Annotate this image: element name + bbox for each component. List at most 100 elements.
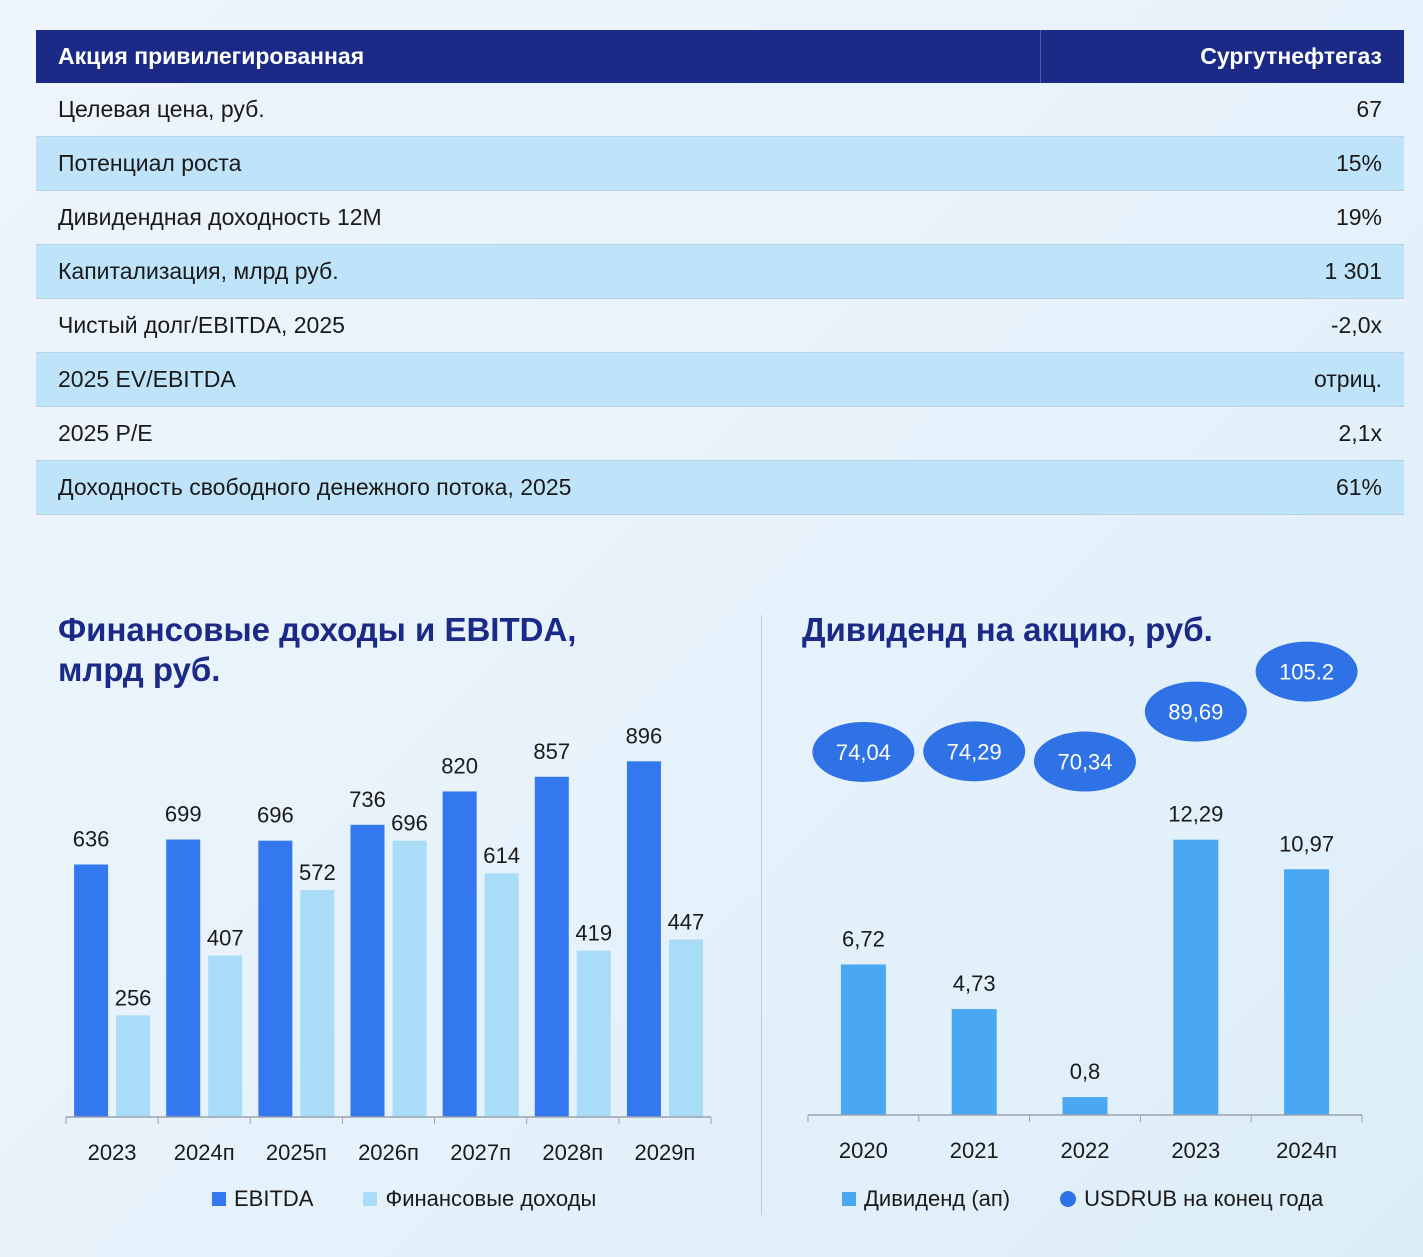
row-value: 2,1x [1338,420,1382,446]
fin-income-bar [300,889,335,1117]
dividend-bar [1173,839,1219,1115]
x-tick-label: 2023 [1171,1138,1220,1163]
legend-swatch-ebitda [212,1192,226,1206]
legend-label-usdrub: USDRUB на конец года [1084,1186,1324,1211]
table-row: Целевая цена, руб. 67 [36,83,1404,137]
x-tick-label: 2020 [839,1138,888,1163]
ebitda-data-label: 896 [626,723,663,748]
x-tick-label: 2024п [1276,1138,1337,1163]
row-value: -2,0x [1330,312,1382,338]
chart2-title: Дивиденд на акцию, руб. [802,611,1213,648]
table-header: Акция привилегированная Сургутнефтегаз [36,30,1404,83]
chart1-title-line1: Финансовые доходы и EBITDA, [58,611,577,648]
chart-divider [761,615,762,1215]
dividend-data-label: 12,29 [1168,802,1223,827]
usdrub-data-label: 105.2 [1279,660,1334,685]
table-row: Капитализация, млрд руб. 1 301 [36,245,1404,299]
ebitda-bar [74,864,109,1117]
fin-income-data-label: 447 [668,910,705,935]
header-company: Сургутнефтегаз [1200,43,1382,69]
row-value: 1 301 [1324,258,1382,284]
metrics-table: Акция привилегированная Сургутнефтегаз Ц… [36,30,1404,515]
x-tick-label: 2023 [88,1140,137,1165]
fin-income-bar [116,1015,151,1117]
table-row: Дивидендная доходность 12М 19% [36,191,1404,245]
x-tick-label: 2027п [450,1140,511,1165]
fin-income-bar [208,955,243,1117]
usdrub-data-label: 89,69 [1168,700,1223,725]
fin-income-bar [484,873,519,1117]
legend-label-dividend: Дивиденд (ап) [864,1186,1011,1211]
row-value: 15% [1335,150,1382,176]
x-tick-label: 2024п [174,1140,235,1165]
ebitda-data-label: 820 [441,753,478,778]
fin-income-data-label: 696 [391,811,428,836]
usdrub-marker [1144,681,1247,742]
ebitda-bar [258,840,293,1117]
chart1-legend: EBITDA Финансовые доходы [212,1186,646,1212]
row-label: Целевая цена, руб. [58,96,265,122]
usdrub-marker [923,721,1026,782]
ebitda-bar [166,839,201,1117]
fin-income-bar [392,840,427,1117]
dividend-data-label: 0,8 [1070,1059,1101,1084]
x-tick-label: 2028п [542,1140,603,1165]
x-tick-label: 2029п [634,1140,695,1165]
header-separator [1040,30,1041,83]
chart1-title: Финансовые доходы и EBITDA, млрд руб. [58,610,576,690]
row-label: 2025 P/E [58,420,153,446]
usdrub-marker [1034,731,1136,792]
table-row: 2025 EV/EBITDA отриц. [36,353,1404,407]
table-row: 2025 P/E 2,1x [36,407,1404,461]
row-label: Капитализация, млрд руб. [58,258,339,284]
row-label: Доходность свободного денежного потока, … [58,474,572,500]
dividend-bar [951,1009,997,1115]
dividend-bar [840,964,886,1115]
row-value: отриц. [1313,366,1382,392]
dividend-data-label: 10,97 [1279,831,1334,856]
dividend-data-label: 6,72 [842,926,885,951]
row-value: 19% [1335,204,1382,230]
legend-label-fin-income: Финансовые доходы [385,1186,597,1211]
ebitda-bar [534,776,569,1117]
table-row: Доходность свободного денежного потока, … [36,461,1404,515]
row-label: Чистый долг/EBITDA, 2025 [58,312,345,338]
dividend-bar [1062,1097,1108,1115]
ebitda-bar [350,824,385,1117]
legend-swatch-dividend [842,1192,856,1206]
chart1-title-line2: млрд руб. [58,651,221,688]
usdrub-data-label: 74,29 [947,739,1002,764]
fin-income-data-label: 256 [115,985,152,1010]
table-row: Потенциал роста 15% [36,137,1404,191]
ebitda-data-label: 857 [533,739,570,764]
usdrub-marker [1255,641,1358,702]
x-tick-label: 2025п [266,1140,327,1165]
legend-item-dividend: Дивиденд (ап) [842,1186,1010,1212]
row-label: Потенциал роста [58,150,242,176]
row-label: Дивидендная доходность 12М [58,204,382,230]
fin-income-data-label: 614 [483,843,520,868]
ebitda-bar [626,761,661,1117]
row-label: 2025 EV/EBITDA [58,366,236,392]
fin-income-data-label: 572 [299,860,336,885]
ebitda-data-label: 736 [349,787,386,812]
ebitda-data-label: 699 [165,801,202,826]
ebitda-bar [442,791,477,1117]
legend-item-fin-income: Финансовые доходы [363,1186,596,1212]
ebitda-data-label: 636 [73,827,110,852]
header-label: Акция привилегированная [58,43,365,69]
x-tick-label: 2022 [1061,1138,1110,1163]
table-row: Чистый долг/EBITDA, 2025 -2,0x [36,299,1404,353]
legend-item-ebitda: EBITDA [212,1186,313,1212]
row-value: 61% [1335,474,1382,500]
dividend-bar [1284,869,1330,1115]
fin-income-data-label: 407 [207,925,244,950]
fin-income-bar [576,950,611,1117]
usdrub-data-label: 74,04 [836,740,891,765]
usdrub-marker [812,721,915,782]
usdrub-data-label: 70,34 [1057,750,1112,775]
ebitda-data-label: 696 [257,803,294,828]
x-tick-label: 2026п [358,1140,419,1165]
legend-item-usdrub: USDRUB на конец года [1060,1186,1323,1212]
